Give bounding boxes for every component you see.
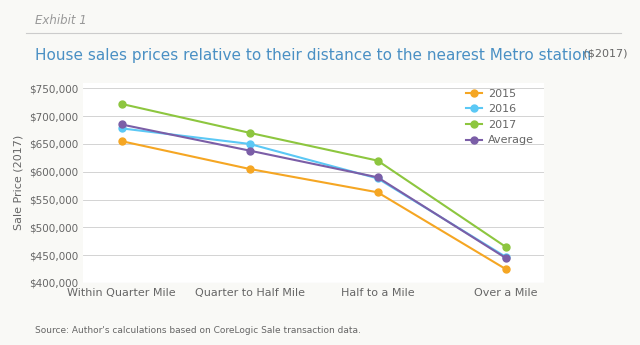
Text: Source: Author's calculations based on CoreLogic Sale transaction data.: Source: Author's calculations based on C… [35,326,361,335]
2016 [374,176,381,180]
Average [374,175,381,179]
Y-axis label: Sale Price (2017): Sale Price (2017) [13,135,24,230]
2015 [502,267,509,271]
Average [118,122,125,127]
Text: ($2017): ($2017) [580,48,627,58]
2016 [118,126,125,130]
Text: House sales prices relative to their distance to the nearest Metro station: House sales prices relative to their dis… [35,48,591,63]
2016 [502,255,509,259]
2017 [374,159,381,163]
Average [502,256,509,260]
Legend: 2015, 2016, 2017, Average: 2015, 2016, 2017, Average [461,85,538,150]
2017 [246,131,253,135]
Text: Exhibit 1: Exhibit 1 [35,14,87,27]
2017 [118,102,125,106]
2015 [246,167,253,171]
Line: 2016: 2016 [118,125,509,260]
Line: 2017: 2017 [118,100,509,250]
Line: 2015: 2015 [118,138,509,273]
2015 [118,139,125,143]
2016 [246,142,253,146]
2017 [502,245,509,249]
Line: Average: Average [118,121,509,262]
2015 [374,190,381,194]
Average [246,149,253,153]
